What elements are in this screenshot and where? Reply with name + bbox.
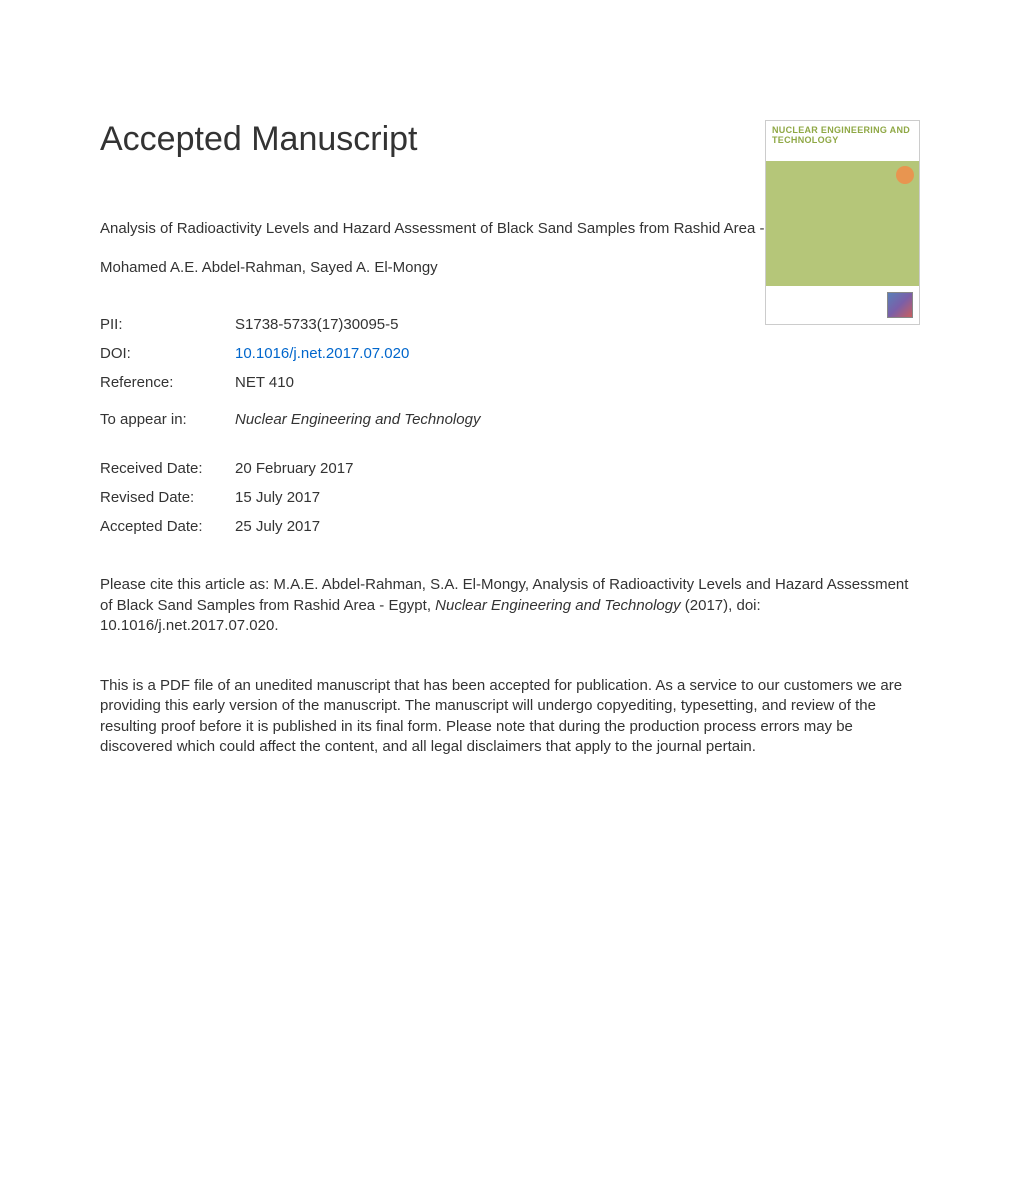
revised-date-label: Revised Date:: [100, 489, 235, 506]
appear-label: To appear in:: [100, 411, 235, 428]
doi-link[interactable]: 10.1016/j.net.2017.07.020: [235, 345, 920, 362]
reference-value: NET 410: [235, 374, 920, 391]
revised-date-row: Revised Date: 15 July 2017: [100, 489, 920, 506]
received-date-value: 20 February 2017: [235, 460, 920, 477]
journal-cover-badge-icon: [896, 166, 914, 184]
accepted-date-row: Accepted Date: 25 July 2017: [100, 518, 920, 535]
journal-cover-thumbnail: NUCLEAR ENGINEERING AND TECHNOLOGY: [765, 120, 920, 325]
accepted-date-value: 25 July 2017: [235, 518, 920, 535]
reference-row: Reference: NET 410: [100, 374, 920, 391]
disclaimer-text: This is a PDF file of an unedited manusc…: [100, 676, 910, 757]
appear-value: Nuclear Engineering and Technology: [235, 411, 920, 428]
received-date-row: Received Date: 20 February 2017: [100, 460, 920, 477]
metadata-table: PII: S1738-5733(17)30095-5 DOI: 10.1016/…: [100, 316, 920, 428]
citation-text: Please cite this article as: M.A.E. Abde…: [100, 575, 910, 636]
reference-label: Reference:: [100, 374, 235, 391]
journal-cover-cube-icon: [887, 292, 913, 318]
journal-cover-footer: [766, 286, 919, 324]
appear-row: To appear in: Nuclear Engineering and Te…: [100, 411, 920, 428]
citation-journal: Nuclear Engineering and Technology: [435, 597, 680, 614]
doi-row: DOI: 10.1016/j.net.2017.07.020: [100, 345, 920, 362]
journal-cover-title: NUCLEAR ENGINEERING AND TECHNOLOGY: [772, 126, 913, 146]
pii-label: PII:: [100, 316, 235, 333]
received-date-label: Received Date:: [100, 460, 235, 477]
article-title: Analysis of Radioactivity Levels and Haz…: [100, 219, 830, 239]
revised-date-value: 15 July 2017: [235, 489, 920, 506]
journal-cover-header: NUCLEAR ENGINEERING AND TECHNOLOGY: [766, 121, 919, 161]
journal-cover-body: [766, 161, 919, 286]
doi-label: DOI:: [100, 345, 235, 362]
dates-block: Received Date: 20 February 2017 Revised …: [100, 460, 920, 535]
accepted-date-label: Accepted Date:: [100, 518, 235, 535]
